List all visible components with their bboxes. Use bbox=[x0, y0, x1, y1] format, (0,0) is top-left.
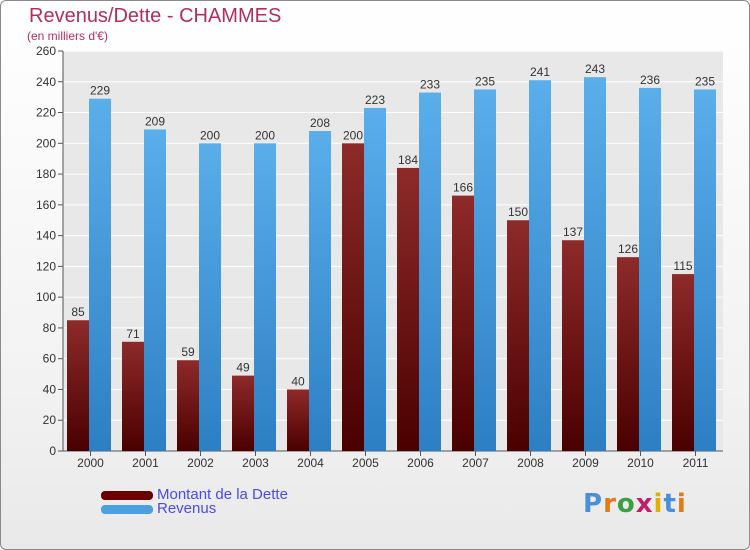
y-tick-label: 40 bbox=[43, 382, 57, 396]
bar-dette bbox=[507, 220, 529, 451]
y-tick-label: 240 bbox=[36, 75, 56, 89]
logo-letter: r bbox=[603, 489, 617, 519]
bar-dette bbox=[122, 341, 144, 451]
bar-dette bbox=[232, 375, 254, 451]
y-tick-label: 160 bbox=[36, 198, 56, 212]
data-label-dette: 115 bbox=[673, 259, 692, 273]
data-label-revenus: 200 bbox=[255, 128, 275, 142]
data-label-revenus: 200 bbox=[200, 128, 220, 142]
data-label-revenus: 241 bbox=[530, 65, 550, 79]
bar-revenus bbox=[419, 92, 441, 452]
bar-dette bbox=[397, 167, 419, 451]
logo-letter: x bbox=[635, 489, 654, 519]
y-tick-label: 200 bbox=[36, 136, 56, 150]
x-tick-label: 2009 bbox=[572, 456, 599, 470]
y-tick-label: 0 bbox=[49, 444, 56, 458]
legend-label-revenus: Revenus bbox=[157, 500, 217, 517]
data-label-revenus: 235 bbox=[695, 74, 715, 88]
plot-area bbox=[63, 51, 723, 451]
y-tick-label: 260 bbox=[36, 44, 56, 58]
bar-revenus bbox=[529, 80, 551, 451]
bar-revenus bbox=[309, 131, 331, 451]
data-label-dette: 71 bbox=[126, 327, 140, 341]
bar-revenus bbox=[584, 77, 606, 452]
data-label-revenus: 208 bbox=[310, 116, 330, 130]
data-label-dette: 137 bbox=[563, 225, 583, 239]
x-tick-label: 2001 bbox=[132, 456, 159, 470]
bar-dette bbox=[342, 143, 364, 452]
bar-revenus bbox=[474, 89, 496, 451]
bar-dette bbox=[67, 320, 89, 451]
chart-subtitle: (en milliers d'€) bbox=[27, 29, 108, 43]
x-tick-label: 2011 bbox=[683, 456, 709, 470]
data-label-revenus: 209 bbox=[145, 114, 165, 128]
proxiti-logo: Proxiti bbox=[583, 489, 687, 519]
x-tick-label: 2006 bbox=[407, 456, 434, 470]
bar-revenus bbox=[144, 129, 166, 451]
data-label-dette: 184 bbox=[398, 153, 418, 167]
bar-revenus bbox=[694, 89, 716, 451]
bar-revenus bbox=[89, 98, 111, 451]
y-tick-label: 80 bbox=[43, 321, 57, 335]
data-label-revenus: 235 bbox=[475, 74, 495, 88]
bar-revenus bbox=[199, 143, 221, 452]
data-label-dette: 126 bbox=[618, 242, 638, 256]
y-tick-label: 180 bbox=[36, 167, 56, 181]
y-tick-label: 120 bbox=[36, 259, 56, 273]
x-tick-label: 2010 bbox=[627, 456, 654, 470]
data-label-dette: 49 bbox=[236, 361, 250, 375]
x-tick-label: 2000 bbox=[77, 456, 104, 470]
x-tick-label: 2008 bbox=[517, 456, 544, 470]
logo-letter: t bbox=[663, 489, 677, 519]
data-label-revenus: 233 bbox=[420, 78, 440, 92]
x-tick-label: 2005 bbox=[352, 456, 379, 470]
logo-letter: i bbox=[676, 489, 687, 519]
data-label-dette: 200 bbox=[343, 128, 363, 142]
legend-swatch-revenus bbox=[101, 505, 153, 514]
y-tick-label: 20 bbox=[43, 413, 57, 427]
data-label-revenus: 243 bbox=[585, 62, 605, 76]
logo-letter: P bbox=[583, 489, 604, 519]
data-label-dette: 59 bbox=[181, 345, 195, 359]
logo-letter: o bbox=[616, 489, 636, 519]
chart-title: Revenus/Dette - CHAMMES bbox=[29, 5, 282, 27]
data-label-dette: 40 bbox=[291, 374, 305, 388]
x-tick-label: 2004 bbox=[297, 456, 324, 470]
data-label-dette: 150 bbox=[508, 205, 528, 219]
y-tick-label: 100 bbox=[36, 290, 56, 304]
bar-dette bbox=[562, 240, 584, 451]
y-tick-label: 60 bbox=[43, 352, 57, 366]
bar-dette bbox=[672, 274, 694, 451]
x-tick-label: 2007 bbox=[462, 456, 489, 470]
y-tick-label: 220 bbox=[36, 106, 56, 120]
bar-dette bbox=[287, 389, 309, 451]
bar-revenus bbox=[639, 87, 661, 451]
data-label-revenus: 223 bbox=[365, 93, 385, 107]
data-label-dette: 166 bbox=[453, 181, 473, 195]
bar-dette bbox=[617, 257, 639, 451]
logo-letter: i bbox=[653, 489, 664, 519]
x-tick-label: 2003 bbox=[242, 456, 269, 470]
bar-revenus bbox=[254, 143, 276, 452]
bar-revenus bbox=[364, 107, 386, 451]
x-tick-label: 2002 bbox=[187, 456, 214, 470]
legend-label-dette: Montant de la Dette bbox=[157, 486, 288, 503]
data-label-dette: 85 bbox=[71, 305, 85, 319]
legend-swatch-dette bbox=[101, 491, 153, 500]
data-label-revenus: 229 bbox=[90, 84, 110, 98]
bar-dette bbox=[177, 360, 199, 451]
bar-dette bbox=[452, 195, 474, 451]
y-tick-label: 140 bbox=[36, 229, 56, 243]
data-label-revenus: 236 bbox=[640, 73, 660, 87]
